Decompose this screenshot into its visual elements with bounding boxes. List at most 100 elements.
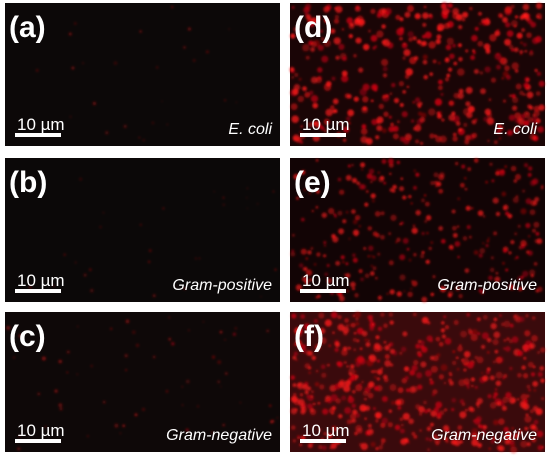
spot xyxy=(513,126,520,134)
spot xyxy=(219,330,223,334)
spot xyxy=(381,128,387,134)
spot xyxy=(453,61,458,66)
spot xyxy=(502,347,506,350)
spot xyxy=(442,424,450,432)
spot xyxy=(341,70,348,77)
spot xyxy=(458,24,463,30)
spot xyxy=(386,292,389,295)
spot xyxy=(337,177,342,182)
spot xyxy=(485,370,491,375)
spot xyxy=(354,214,361,221)
spot xyxy=(375,447,379,451)
spot xyxy=(451,407,455,412)
spot xyxy=(514,69,519,73)
spot xyxy=(323,254,327,258)
spot xyxy=(383,181,387,185)
spot xyxy=(420,254,425,259)
spot xyxy=(437,85,443,91)
spot xyxy=(410,119,415,123)
spot xyxy=(451,209,456,214)
spot xyxy=(488,275,493,281)
spot xyxy=(375,335,380,340)
spot xyxy=(470,333,478,342)
fluorescence xyxy=(28,177,277,298)
spot xyxy=(537,371,543,378)
spot xyxy=(256,203,259,205)
spot xyxy=(350,374,356,380)
spot xyxy=(533,262,538,266)
spot xyxy=(297,95,305,103)
spot xyxy=(508,44,514,50)
spot xyxy=(485,180,488,184)
spot xyxy=(541,184,544,188)
spot xyxy=(293,398,301,406)
spot xyxy=(398,37,402,41)
spot xyxy=(538,104,545,111)
spot xyxy=(362,43,370,51)
spot xyxy=(508,114,516,121)
spot xyxy=(459,411,467,419)
spot xyxy=(387,158,394,165)
spot xyxy=(342,219,347,224)
spot xyxy=(474,418,481,425)
spot xyxy=(355,374,359,379)
spot xyxy=(381,94,390,102)
spot xyxy=(417,384,423,390)
spot xyxy=(503,426,509,433)
spot xyxy=(537,351,540,354)
spot xyxy=(381,442,384,446)
spot xyxy=(355,384,363,392)
spot xyxy=(325,108,333,117)
spot xyxy=(406,85,410,89)
spot xyxy=(463,350,471,358)
spot xyxy=(311,209,314,213)
spot xyxy=(165,389,169,393)
spot xyxy=(388,115,392,119)
spot xyxy=(535,231,540,236)
spot xyxy=(338,43,345,51)
spot xyxy=(528,105,534,110)
spot xyxy=(412,224,416,227)
spot xyxy=(520,208,527,215)
spot xyxy=(326,277,333,284)
spot xyxy=(312,402,316,406)
spot xyxy=(307,386,312,391)
spot xyxy=(443,315,447,319)
spot xyxy=(497,13,503,18)
spot xyxy=(86,435,89,438)
spot xyxy=(355,317,359,321)
spot xyxy=(501,191,507,197)
spot xyxy=(346,365,349,368)
spot xyxy=(185,379,190,384)
spot xyxy=(303,188,307,192)
spot xyxy=(541,396,545,401)
spot xyxy=(290,103,298,111)
spot xyxy=(471,132,478,139)
spot xyxy=(384,7,392,15)
spot xyxy=(531,437,537,443)
spot xyxy=(389,172,392,176)
spot xyxy=(462,18,466,22)
spot xyxy=(319,327,326,335)
spot xyxy=(292,439,297,443)
spot xyxy=(323,39,332,48)
spot xyxy=(342,261,345,264)
spot xyxy=(246,187,249,190)
spot xyxy=(408,37,413,42)
spot xyxy=(367,392,374,399)
spot xyxy=(438,226,444,231)
spot xyxy=(307,403,313,410)
spot xyxy=(428,108,436,116)
spot xyxy=(205,50,210,54)
spot xyxy=(520,41,523,45)
spot xyxy=(425,260,429,264)
spot xyxy=(318,312,325,319)
spot xyxy=(478,22,482,26)
spot xyxy=(338,189,345,195)
spot xyxy=(441,7,450,15)
spot xyxy=(510,446,518,454)
spot xyxy=(352,337,357,343)
spot xyxy=(474,26,479,31)
spot xyxy=(464,139,470,145)
spot xyxy=(370,193,376,199)
